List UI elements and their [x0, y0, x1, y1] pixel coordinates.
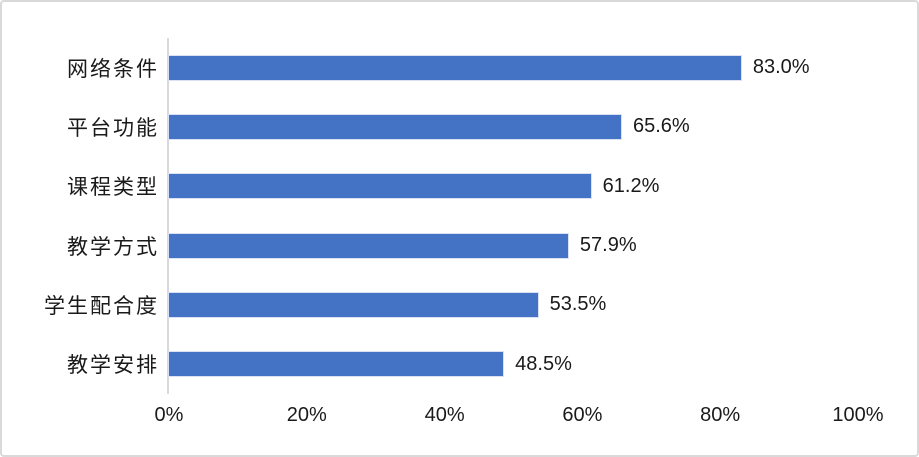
bar [169, 352, 504, 377]
x-tick: 40% [424, 404, 465, 426]
x-axis: 0% 20% 40% 60% 80% 100% [155, 394, 884, 434]
bar [169, 292, 538, 317]
value-label: 61.2% [602, 174, 660, 197]
bar-row: 平台功能 65.6% [2, 97, 917, 156]
bar-track: 53.5% [169, 275, 858, 334]
bar-track: 83.0% [169, 38, 858, 97]
bar-row: 教学安排 48.5% [2, 335, 917, 394]
category-label: 教学安排 [67, 354, 159, 378]
value-label: 83.0% [752, 56, 810, 79]
bar-track: 61.2% [169, 157, 858, 216]
category-label: 学生配合度 [44, 294, 159, 318]
bar-track: 65.6% [169, 97, 858, 156]
bar [169, 174, 591, 199]
bar-track: 48.5% [169, 335, 858, 394]
category-label: 平台功能 [67, 116, 159, 140]
category-label: 网络条件 [67, 57, 159, 81]
bar-row: 课程类型 61.2% [2, 157, 917, 216]
category-label: 课程类型 [67, 176, 159, 200]
bar-track: 57.9% [169, 216, 858, 275]
value-label: 48.5% [515, 352, 572, 375]
x-tick: 80% [700, 404, 741, 426]
x-tick: 20% [286, 404, 327, 426]
y-axis-line [167, 38, 169, 394]
bar-row: 网络条件 83.0% [2, 38, 917, 97]
value-label: 65.6% [632, 115, 690, 138]
bar [169, 55, 741, 80]
value-label: 57.9% [579, 234, 637, 257]
x-tick: 0% [154, 404, 184, 426]
x-tick: 100% [832, 404, 884, 426]
bar [169, 114, 621, 139]
bar-row: 教学方式 57.9% [2, 216, 917, 275]
value-label: 53.5% [549, 293, 607, 316]
bar [169, 233, 568, 258]
category-label: 教学方式 [67, 235, 159, 259]
x-tick: 60% [562, 404, 603, 426]
bar-row: 学生配合度 53.5% [2, 275, 917, 334]
plot-area: 网络条件 83.0% 平台功能 65.6% 课程类型 61.2% 教学方式 [2, 38, 917, 394]
